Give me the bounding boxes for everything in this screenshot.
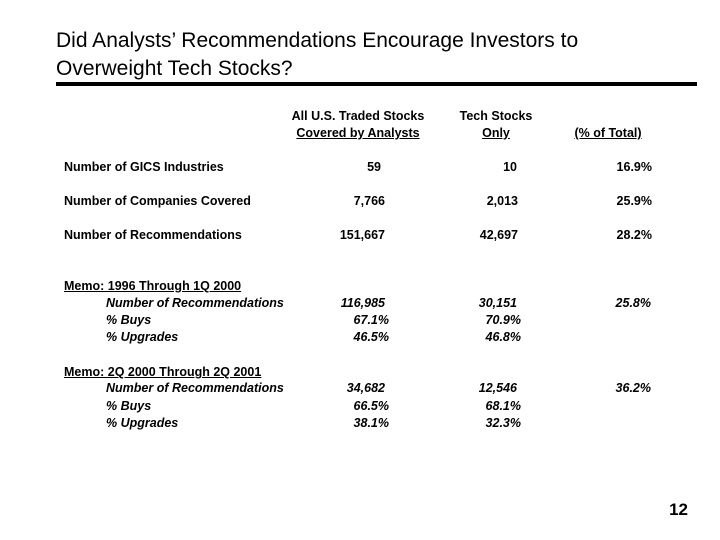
row-label: Number of GICS Industries bbox=[64, 160, 224, 174]
row-pct-value: 28.2% bbox=[616, 228, 652, 242]
memo-row-all-value: 67.1% bbox=[353, 313, 389, 327]
memo-row-label: Number of Recommendations bbox=[106, 381, 284, 395]
row-pct-value: 16.9% bbox=[616, 160, 652, 174]
row-label: Number of Recommendations bbox=[64, 228, 242, 242]
slide-title: Did Analysts’ Recommendations Encourage … bbox=[56, 27, 696, 83]
memo-row-all-value: 66.5% bbox=[353, 399, 389, 413]
row-label: Number of Companies Covered bbox=[64, 194, 251, 208]
memo-2-heading: Memo: 2Q 2000 Through 2Q 2001 bbox=[64, 365, 262, 379]
header-pct: (% of Total) bbox=[574, 126, 642, 140]
row-all-value: 7,766 bbox=[353, 194, 385, 208]
title-line-2: Overweight Tech Stocks? bbox=[56, 57, 293, 80]
memo-row-all-value: 38.1% bbox=[353, 416, 389, 430]
memo-row-label: % Upgrades bbox=[106, 330, 179, 344]
memo-row-label: Number of Recommendations bbox=[106, 296, 284, 310]
header-all-line-1: All U.S. Traded Stocks bbox=[291, 109, 425, 123]
header-tech-line-2: Only bbox=[482, 126, 510, 140]
memo-row-all-value: 46.5% bbox=[353, 330, 389, 344]
memo-row-tech-value: 68.1% bbox=[485, 399, 521, 413]
header-tech-line-1: Tech Stocks bbox=[459, 109, 533, 123]
memo-row-tech-value: 12,546 bbox=[478, 381, 517, 395]
row-tech-value: 10 bbox=[503, 160, 517, 174]
row-all-value: 151,667 bbox=[339, 228, 385, 242]
row-all-value: 59 bbox=[367, 160, 381, 174]
row-tech-value: 42,697 bbox=[479, 228, 518, 242]
row-pct-value: 25.9% bbox=[616, 194, 652, 208]
memo-row-tech-value: 70.9% bbox=[485, 313, 521, 327]
memo-row-tech-value: 30,151 bbox=[478, 296, 517, 310]
memo-row-label: % Upgrades bbox=[106, 416, 179, 430]
memo-row-label: % Buys bbox=[106, 313, 152, 327]
page-number: 12 bbox=[669, 500, 688, 519]
memo-row-tech-value: 32.3% bbox=[485, 416, 521, 430]
title-line-1: Did Analysts’ Recommendations Encourage … bbox=[56, 29, 579, 52]
memo-row-tech-value: 46.8% bbox=[485, 330, 521, 344]
memo-row-pct-value: 36.2% bbox=[615, 381, 651, 395]
memo-1-heading: Memo: 1996 Through 1Q 2000 bbox=[64, 279, 242, 293]
header-all-line-2: Covered by Analysts bbox=[296, 126, 420, 140]
memo-row-label: % Buys bbox=[106, 399, 152, 413]
memo-row-all-value: 116,985 bbox=[340, 296, 385, 310]
title-divider bbox=[56, 82, 697, 86]
row-tech-value: 2,013 bbox=[486, 194, 518, 208]
memo-row-pct-value: 25.8% bbox=[615, 296, 651, 310]
memo-row-all-value: 34,682 bbox=[346, 381, 385, 395]
